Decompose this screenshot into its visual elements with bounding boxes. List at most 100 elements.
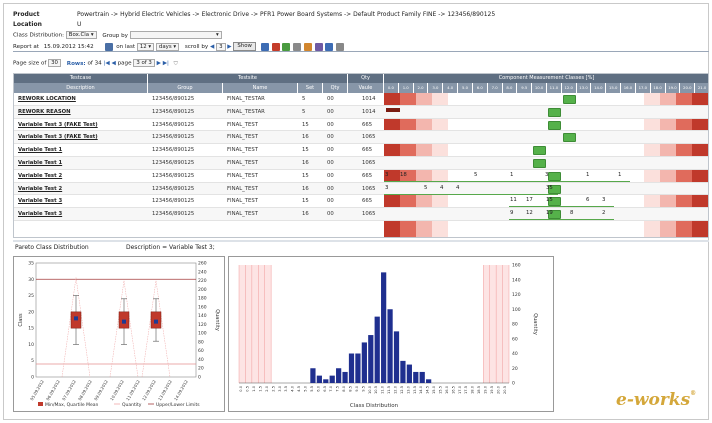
class-header-18[interactable]: 18.0 bbox=[650, 83, 666, 93]
class-distribution-select[interactable]: Box.Cla ▾ bbox=[65, 31, 97, 39]
histogram-bar[interactable] bbox=[413, 371, 419, 383]
table-row[interactable]: Variable Test 3 (FAKE Test) 123456/890125… bbox=[14, 131, 708, 145]
refresh-icon[interactable] bbox=[282, 42, 291, 51]
class-header-19[interactable]: 19.0 bbox=[665, 83, 681, 93]
histogram-bar[interactable] bbox=[355, 353, 361, 384]
class-header-2[interactable]: 2.0 bbox=[413, 83, 429, 93]
scroll-forward-icon[interactable]: ▶ bbox=[227, 44, 232, 50]
print-icon[interactable] bbox=[293, 42, 302, 51]
settings-icon[interactable] bbox=[336, 42, 345, 51]
histogram-bar[interactable] bbox=[361, 342, 367, 383]
histogram-bar[interactable] bbox=[374, 316, 380, 383]
class-mark-green[interactable] bbox=[548, 120, 561, 130]
next-page-icon[interactable]: ▶ bbox=[156, 60, 161, 67]
histogram-bar[interactable] bbox=[336, 368, 342, 383]
class-header-8[interactable]: 8.0 bbox=[502, 83, 518, 93]
col-name[interactable]: Name bbox=[223, 83, 298, 93]
splitter[interactable] bbox=[13, 240, 709, 242]
histogram-bar[interactable] bbox=[310, 368, 316, 383]
cell-description[interactable]: REWORK REASON bbox=[18, 108, 71, 115]
page-size-input[interactable]: 30 bbox=[48, 59, 61, 67]
class-header-3[interactable]: 3.0 bbox=[428, 83, 444, 93]
class-mark-green[interactable] bbox=[533, 159, 546, 168]
class-mark-green[interactable] bbox=[548, 210, 561, 220]
histogram-bar[interactable] bbox=[381, 272, 387, 383]
class-mark-green[interactable] bbox=[548, 197, 561, 207]
class-mark-green[interactable] bbox=[548, 107, 561, 117]
chart-icon[interactable] bbox=[271, 42, 280, 51]
histogram-bar[interactable] bbox=[387, 309, 393, 383]
histogram-bar[interactable] bbox=[316, 375, 322, 383]
table-row[interactable]: Variable Test 1 123456/890125 FINAL_TEST 15… bbox=[14, 144, 708, 157]
cell-description[interactable]: Variable Test 3 (FAKE Test) bbox=[18, 134, 98, 141]
on-last-select[interactable]: 12 ▾ bbox=[136, 42, 155, 51]
histogram-bar[interactable] bbox=[419, 371, 425, 383]
cell-description[interactable]: Variable Test 2 bbox=[18, 172, 63, 179]
class-mark-green[interactable] bbox=[562, 95, 576, 104]
cell-description[interactable]: REWORK LOCATION bbox=[18, 96, 76, 102]
col-set[interactable]: Set bbox=[298, 83, 323, 93]
class-header-13[interactable]: 13.0 bbox=[576, 83, 592, 93]
cell-description[interactable]: Variable Test 3 bbox=[18, 198, 63, 205]
grid-icon[interactable] bbox=[260, 42, 269, 51]
histogram-bar[interactable] bbox=[426, 379, 432, 383]
class-header-6[interactable]: 6.0 bbox=[472, 83, 488, 93]
class-header-11[interactable]: 11.0 bbox=[547, 83, 562, 93]
copy-icon[interactable] bbox=[314, 42, 323, 51]
show-button[interactable]: Show bbox=[233, 42, 256, 51]
cell-description[interactable]: Variable Test 3 (FAKE Test) bbox=[18, 121, 98, 128]
report-at-value[interactable]: 15.09.2012 15:42 bbox=[43, 44, 94, 50]
class-mark-dark[interactable] bbox=[386, 107, 400, 112]
class-mark-green[interactable] bbox=[562, 133, 576, 143]
histogram-bar[interactable] bbox=[329, 375, 335, 383]
page-input[interactable]: 3 of 3 bbox=[133, 59, 155, 67]
filter-icon[interactable]: ⛉ bbox=[173, 60, 178, 67]
table-row[interactable]: REWORK LOCATION 123456/890125 FINAL_TESTAR… bbox=[14, 93, 708, 106]
class-mark-green[interactable] bbox=[533, 146, 546, 156]
cell-description[interactable]: Variable Test 1 bbox=[18, 147, 63, 154]
class-header-16[interactable]: 16.0 bbox=[621, 83, 636, 93]
histogram-bar[interactable] bbox=[400, 360, 406, 383]
class-header-12[interactable]: 12.0 bbox=[561, 83, 577, 93]
histogram-bar[interactable] bbox=[393, 331, 400, 383]
prev-page-icon[interactable]: ◀ bbox=[111, 60, 116, 67]
table-row[interactable]: Variable Test 3 123456/890125 FINAL_TEST 16… bbox=[14, 208, 708, 221]
first-page-icon[interactable]: |◀ bbox=[103, 60, 110, 67]
export-icon[interactable] bbox=[303, 42, 312, 51]
class-header-9[interactable]: 9.5 bbox=[517, 83, 533, 93]
histogram-bar[interactable] bbox=[348, 353, 355, 384]
class-header-17[interactable]: 17.0 bbox=[635, 83, 651, 93]
table-row[interactable]: REWORK REASON 123456/890125 FINAL_TESTAR 5 0… bbox=[14, 105, 708, 119]
calendar-icon[interactable] bbox=[105, 42, 114, 51]
col-value[interactable]: Vaule bbox=[348, 83, 384, 93]
histogram-bar[interactable] bbox=[406, 364, 412, 383]
class-header-14[interactable]: 14.0 bbox=[591, 83, 607, 93]
class-mark-green[interactable] bbox=[548, 171, 561, 181]
table-row[interactable]: Variable Test 1 123456/890125 FINAL_TEST 16… bbox=[14, 157, 708, 170]
group-by-select[interactable]: ▾ bbox=[129, 31, 222, 39]
table-row[interactable]: Variable Test 3 123456/890125 FINAL_TEST 15… bbox=[14, 195, 708, 209]
col-description[interactable]: Description bbox=[14, 83, 148, 93]
class-header-5[interactable]: 5.0 bbox=[458, 83, 473, 93]
histogram-bar[interactable] bbox=[342, 371, 348, 383]
unit-select[interactable]: days ▾ bbox=[155, 42, 180, 51]
class-header-10[interactable]: 10.0 bbox=[532, 83, 547, 93]
product-breadcrumb[interactable]: Powertrain -> Hybrid Electric Vehicles -… bbox=[77, 11, 496, 18]
table-row[interactable]: Variable Test 2 123456/890125 FINAL_TEST 16… bbox=[14, 182, 708, 196]
class-header-21[interactable]: 21.0 bbox=[695, 83, 708, 93]
scroll-back-icon[interactable]: ◀ bbox=[209, 44, 215, 50]
col-qty[interactable]: Qty bbox=[323, 83, 348, 93]
cell-description[interactable]: Variable Test 1 bbox=[18, 160, 63, 166]
last-page-icon[interactable]: ▶| bbox=[162, 60, 169, 67]
histogram-bar[interactable] bbox=[323, 379, 329, 383]
cell-description[interactable]: Variable Test 2 bbox=[18, 185, 63, 192]
scroll-by-input[interactable]: 3 bbox=[216, 42, 226, 51]
cell-description[interactable]: Variable Test 3 bbox=[18, 211, 63, 218]
class-header-4[interactable]: 4.0 bbox=[443, 83, 459, 93]
class-header-15[interactable]: 15.0 bbox=[606, 83, 622, 93]
histogram-bar[interactable] bbox=[368, 335, 374, 383]
col-group[interactable]: Group bbox=[148, 83, 223, 93]
class-header-1[interactable]: 1.0 bbox=[398, 83, 414, 93]
save-icon[interactable] bbox=[325, 42, 334, 51]
class-header-0[interactable]: 0.0 bbox=[384, 83, 399, 93]
